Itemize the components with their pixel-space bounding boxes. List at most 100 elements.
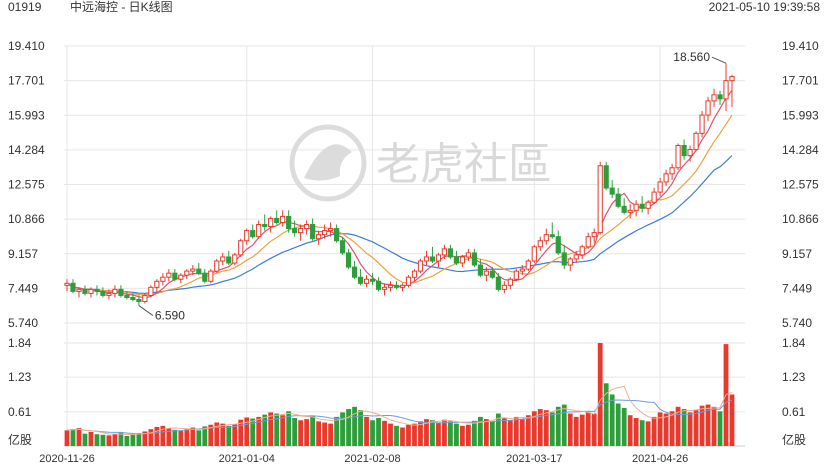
date-tick: 2021-02-08	[344, 453, 400, 465]
volume-bar	[292, 418, 298, 446]
price-tick-right: 17.701	[782, 74, 819, 88]
candle-body	[627, 209, 633, 213]
volume-bar	[64, 430, 70, 446]
candle-body	[184, 270, 190, 276]
watermark-tiger-icon	[304, 144, 352, 181]
volume-tick-right: 1.84	[782, 336, 806, 350]
volume-bar	[202, 426, 208, 446]
volume-bar	[376, 418, 381, 446]
candle-body	[435, 254, 442, 262]
volume-tick-right: 1.23	[782, 370, 806, 384]
candle-body	[645, 201, 651, 209]
volume-bar	[639, 420, 645, 446]
volume-bar	[76, 428, 82, 446]
candle-body	[345, 252, 352, 268]
volume-bar	[699, 405, 705, 446]
candle-body	[567, 258, 573, 266]
candle-body	[178, 274, 184, 280]
candle-body	[250, 230, 256, 238]
candle-body	[621, 205, 627, 213]
candle-body	[531, 246, 537, 262]
volume-bar	[250, 418, 256, 446]
volume-bar	[340, 412, 345, 446]
volume-bar	[256, 416, 262, 446]
price-tick-left: 14.284	[8, 143, 45, 157]
volume-bar	[364, 416, 369, 446]
candle-body	[202, 272, 208, 282]
volume-bar	[238, 419, 244, 446]
volume-bar	[651, 416, 657, 446]
price-tick-right: 5.740	[782, 316, 812, 330]
candle-body	[381, 286, 388, 290]
timestamp: 2021-05-10 19:39:58	[708, 0, 820, 14]
price-tick-right: 7.449	[782, 281, 812, 295]
candle-body	[501, 284, 507, 290]
candle-body	[268, 217, 274, 228]
volume-bar	[585, 412, 591, 446]
volume-bar	[280, 415, 286, 446]
volume-bar	[160, 425, 166, 446]
volume-bar	[100, 434, 106, 446]
volume-bar	[436, 422, 441, 446]
volume-bar	[663, 413, 669, 446]
volume-bar	[501, 418, 507, 446]
high-leader-line	[711, 56, 727, 64]
candle-body	[363, 278, 370, 284]
candle-body	[561, 252, 567, 266]
high-label: 18.560	[673, 50, 710, 64]
volume-bar	[382, 420, 387, 446]
volume-bar	[442, 419, 447, 446]
volume-bar	[388, 423, 393, 446]
candle-body	[705, 100, 711, 116]
volume-bar	[477, 416, 483, 446]
candle-body	[513, 270, 519, 280]
candle-body	[226, 256, 232, 264]
volume-bar	[328, 423, 333, 446]
candle-body	[304, 224, 310, 230]
candle-body	[196, 268, 202, 274]
candle-body	[729, 76, 735, 82]
volume-bar	[208, 424, 214, 446]
candle-body	[82, 288, 88, 294]
volume-bar	[573, 416, 579, 446]
volume-bar	[346, 409, 351, 446]
volume-bar	[543, 410, 549, 446]
candle-body	[214, 260, 220, 272]
volume-bar	[142, 431, 148, 446]
volume-ma5-line	[66, 385, 733, 435]
volume-bar	[711, 406, 717, 446]
volume-bar	[166, 428, 172, 446]
candle-body	[148, 286, 154, 296]
chart-title: 中远海控 - 日K线图	[70, 0, 173, 14]
volume-bar	[705, 404, 711, 446]
volume-tick-right: 0.61	[782, 405, 806, 419]
candle-body	[597, 165, 603, 234]
candle-body	[675, 144, 681, 169]
volume-bar	[448, 421, 453, 446]
low-label: 6.590	[155, 309, 185, 323]
candle-body	[262, 224, 268, 228]
candle-body	[615, 193, 621, 207]
price-tick-left: 9.157	[8, 247, 38, 261]
volume-unit-right: 亿股	[782, 432, 806, 447]
candle-body	[339, 240, 346, 254]
candle-body	[357, 276, 364, 284]
candle-body	[723, 80, 729, 100]
watermark-logo-icon	[289, 124, 367, 202]
volume-bar	[645, 421, 651, 446]
volume-bar	[406, 424, 411, 446]
volume-unit-left: 亿股	[8, 432, 32, 447]
volume-bar	[549, 412, 555, 446]
ma20-line	[66, 155, 733, 294]
volume-bar	[609, 394, 615, 446]
volume-bar	[304, 419, 310, 446]
candle-body	[585, 236, 591, 248]
price-tick-left: 5.740	[8, 316, 38, 330]
candle-body	[687, 149, 693, 157]
price-tick-right: 19.410	[782, 39, 819, 53]
volume-bar	[519, 419, 525, 446]
date-tick: 2021-03-17	[506, 453, 562, 465]
volume-bar	[70, 429, 76, 446]
candle-body	[663, 173, 669, 183]
candle-body	[64, 282, 70, 286]
